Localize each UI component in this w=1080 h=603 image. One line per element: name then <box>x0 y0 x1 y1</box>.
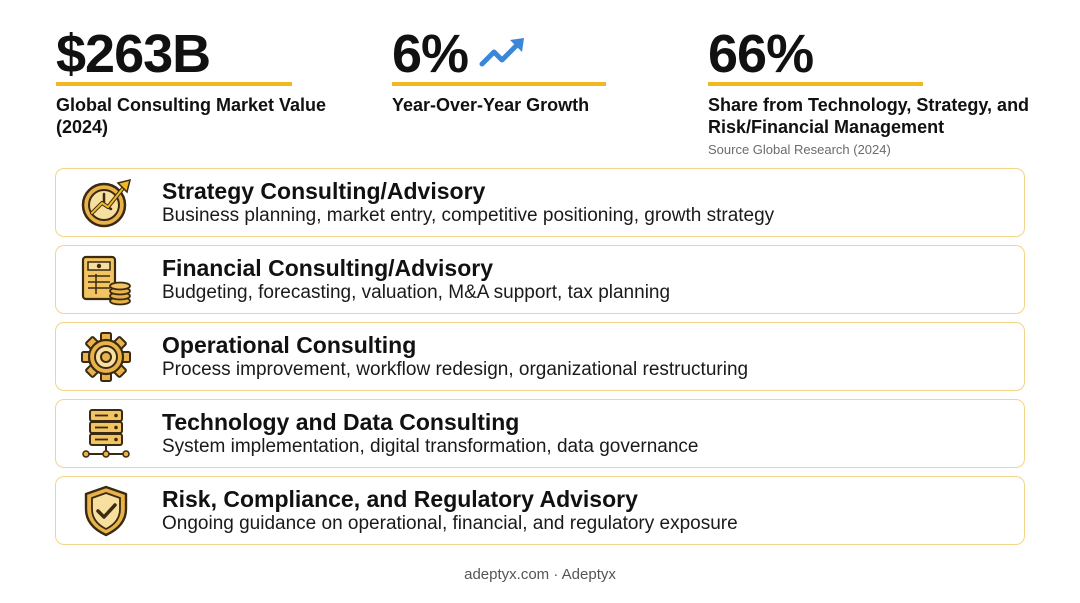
stat-value: $263B <box>56 24 211 84</box>
service-title: Risk, Compliance, and Regulatory Advisor… <box>162 486 638 512</box>
service-card-financial: Financial Consulting/Advisory Budgeting,… <box>55 245 1025 314</box>
stat-market-value: $263B Global Consulting Market Value (20… <box>56 26 346 138</box>
service-list: Strategy Consulting/Advisory Business pl… <box>55 168 1025 553</box>
stat-value-row: 6% <box>392 26 652 82</box>
service-card-technology: Technology and Data Consulting System im… <box>55 399 1025 468</box>
service-card-strategy: Strategy Consulting/Advisory Business pl… <box>55 168 1025 237</box>
service-title: Strategy Consulting/Advisory <box>162 178 486 204</box>
stat-label: Year-Over-Year Growth <box>392 95 590 115</box>
server-network-icon <box>82 409 130 458</box>
stat-value: 66% <box>708 24 814 84</box>
accent-rule <box>56 82 292 86</box>
service-title: Operational Consulting <box>162 332 417 358</box>
service-card-risk: Risk, Compliance, and Regulatory Advisor… <box>55 476 1025 545</box>
stat-share: 66% Share from Technology, Strategy, and… <box>708 26 1048 157</box>
service-card-operational: Operational Consulting Process improveme… <box>55 322 1025 391</box>
stat-label: Global Consulting Market Value (2024) <box>56 95 327 137</box>
accent-rule <box>708 82 923 86</box>
stat-source: Source Global Research (2024) <box>708 142 891 157</box>
service-description: Budgeting, forecasting, valuation, M&A s… <box>162 282 671 303</box>
gear-icon <box>81 332 131 382</box>
service-description: Process improvement, workflow redesign, … <box>162 359 749 380</box>
financial-ledger-icon <box>81 255 131 306</box>
stat-growth: 6% Year-Over-Year Growth <box>392 26 652 116</box>
service-description: Ongoing guidance on operational, financi… <box>162 513 738 534</box>
accent-rule <box>392 82 606 86</box>
service-description: Business planning, market entry, competi… <box>162 205 775 226</box>
stat-value: 6% <box>392 24 469 84</box>
service-title: Financial Consulting/Advisory <box>162 255 493 281</box>
trend-up-icon <box>479 38 525 67</box>
stat-label: Share from Technology, Strategy, and Ris… <box>708 95 1030 137</box>
service-description: System implementation, digital transform… <box>162 436 699 457</box>
strategy-clock-icon <box>81 178 132 228</box>
shield-check-icon <box>84 485 128 537</box>
footer-credit: adeptyx.com · Adeptyx <box>464 566 616 583</box>
service-title: Technology and Data Consulting <box>162 409 520 435</box>
